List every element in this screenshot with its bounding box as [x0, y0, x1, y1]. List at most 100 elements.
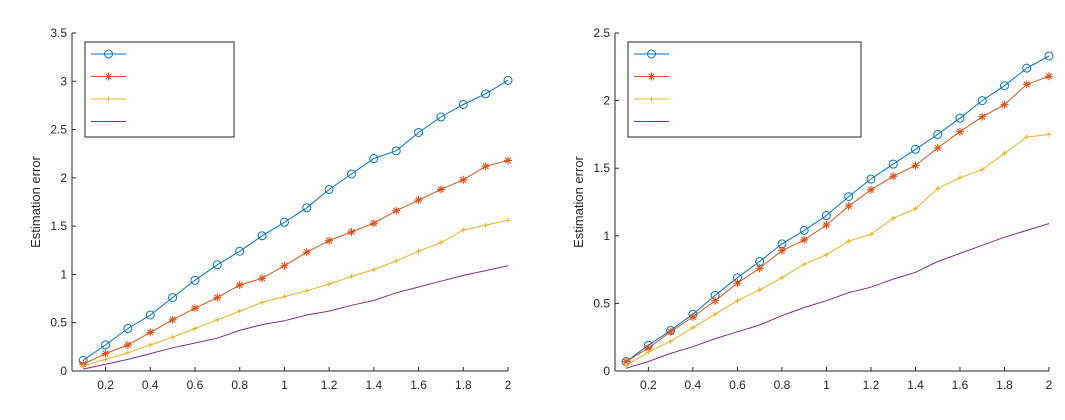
- series-3: [80, 217, 511, 369]
- point-marker: [935, 185, 941, 191]
- circle-marker: [212, 260, 222, 270]
- x-tick-label: 1: [823, 378, 830, 392]
- asterisk-marker: [436, 185, 445, 194]
- x-tick-label: 1.2: [863, 378, 880, 392]
- circle-marker: [1044, 51, 1054, 61]
- circle-marker: [123, 324, 133, 334]
- series-2: [79, 156, 512, 369]
- series-1: [621, 51, 1054, 367]
- point-marker: [416, 248, 422, 254]
- y-tick-label: 2: [60, 171, 67, 185]
- circle-marker: [257, 231, 267, 241]
- y-tick-label: 1.5: [593, 161, 610, 175]
- circle-marker: [436, 112, 446, 122]
- x-tick-label: 0.6: [729, 378, 746, 392]
- point-marker: [438, 240, 444, 246]
- point-marker: [890, 215, 896, 221]
- asterisk-marker: [369, 219, 378, 228]
- series-line: [625, 133, 1050, 367]
- point-marker: [505, 217, 511, 223]
- series-line: [82, 160, 509, 365]
- asterisk-marker: [123, 340, 132, 349]
- point-marker: [823, 252, 829, 258]
- series-4: [625, 223, 1050, 369]
- circle-marker: [1022, 63, 1032, 73]
- point-marker: [304, 288, 310, 294]
- y-tick-label: 2.5: [593, 26, 610, 40]
- circle-marker: [647, 49, 656, 59]
- legend-entry: [91, 49, 126, 59]
- legend-entry: [91, 96, 126, 102]
- asterisk-marker: [101, 349, 110, 358]
- point-marker: [801, 261, 807, 267]
- circle-marker: [168, 293, 178, 303]
- circle-marker: [190, 275, 200, 285]
- series-4: [83, 265, 509, 370]
- legend: [627, 41, 862, 138]
- asterisk-marker: [777, 246, 786, 255]
- asterisk-marker: [258, 274, 267, 283]
- circle-marker: [458, 99, 468, 109]
- circle-marker: [346, 169, 356, 179]
- point-marker: [103, 356, 109, 362]
- asterisk-marker: [647, 72, 656, 81]
- asterisk-marker: [1045, 72, 1053, 81]
- point-marker: [912, 206, 918, 212]
- asterisk-marker: [711, 296, 720, 305]
- point-marker: [734, 298, 740, 304]
- point-marker: [668, 338, 674, 344]
- point-marker: [623, 363, 629, 369]
- point-marker: [460, 227, 466, 233]
- point-marker: [393, 258, 399, 264]
- asterisk-marker: [459, 175, 468, 184]
- asterisk-marker: [481, 162, 490, 171]
- point-marker: [125, 350, 131, 356]
- legend-entry: [91, 72, 126, 81]
- legend: [84, 41, 235, 138]
- y-tick-label: 1: [60, 267, 67, 281]
- y-axis-label: Estimation error: [28, 155, 43, 247]
- point-marker: [214, 317, 220, 323]
- y-tick-label: 2: [603, 94, 610, 108]
- circle-marker: [866, 174, 876, 184]
- point-marker: [649, 96, 654, 102]
- x-tick-label: 0.4: [142, 378, 159, 392]
- asterisk-marker: [955, 127, 964, 136]
- asterisk-marker: [755, 264, 764, 273]
- circle-marker: [324, 184, 334, 194]
- x-tick-label: 1.6: [952, 378, 969, 392]
- circle-marker: [481, 89, 491, 99]
- legend-entry: [634, 96, 669, 102]
- y-tick-label: 0.5: [593, 296, 610, 310]
- circle-marker: [302, 203, 312, 213]
- x-tick-label: 1.4: [366, 378, 383, 392]
- asterisk-marker: [213, 293, 222, 302]
- asterisk-marker: [800, 235, 809, 244]
- point-marker: [80, 363, 86, 369]
- circle-marker: [821, 211, 831, 221]
- asterisk-marker: [504, 156, 512, 165]
- asterisk-marker: [235, 281, 244, 290]
- asterisk-marker: [190, 304, 199, 313]
- asterisk-marker: [146, 328, 155, 337]
- circle-marker: [145, 310, 155, 320]
- asterisk-marker: [978, 112, 987, 121]
- x-tick-label: 0.2: [640, 378, 657, 392]
- asterisk-marker: [666, 327, 675, 336]
- asterisk-marker: [1000, 100, 1009, 109]
- point-marker: [868, 231, 874, 237]
- series-2: [622, 72, 1053, 366]
- point-marker: [483, 222, 489, 228]
- asterisk-marker: [822, 220, 831, 229]
- x-tick-label: 1.6: [410, 378, 427, 392]
- legend-entry: [634, 72, 669, 81]
- asterisk-marker: [688, 312, 697, 321]
- point-marker: [979, 167, 985, 173]
- asterisk-marker: [347, 227, 356, 236]
- x-tick-label: 1.8: [455, 378, 472, 392]
- x-tick-label: 0.6: [187, 378, 204, 392]
- circle-marker: [369, 154, 379, 164]
- point-marker: [846, 238, 852, 244]
